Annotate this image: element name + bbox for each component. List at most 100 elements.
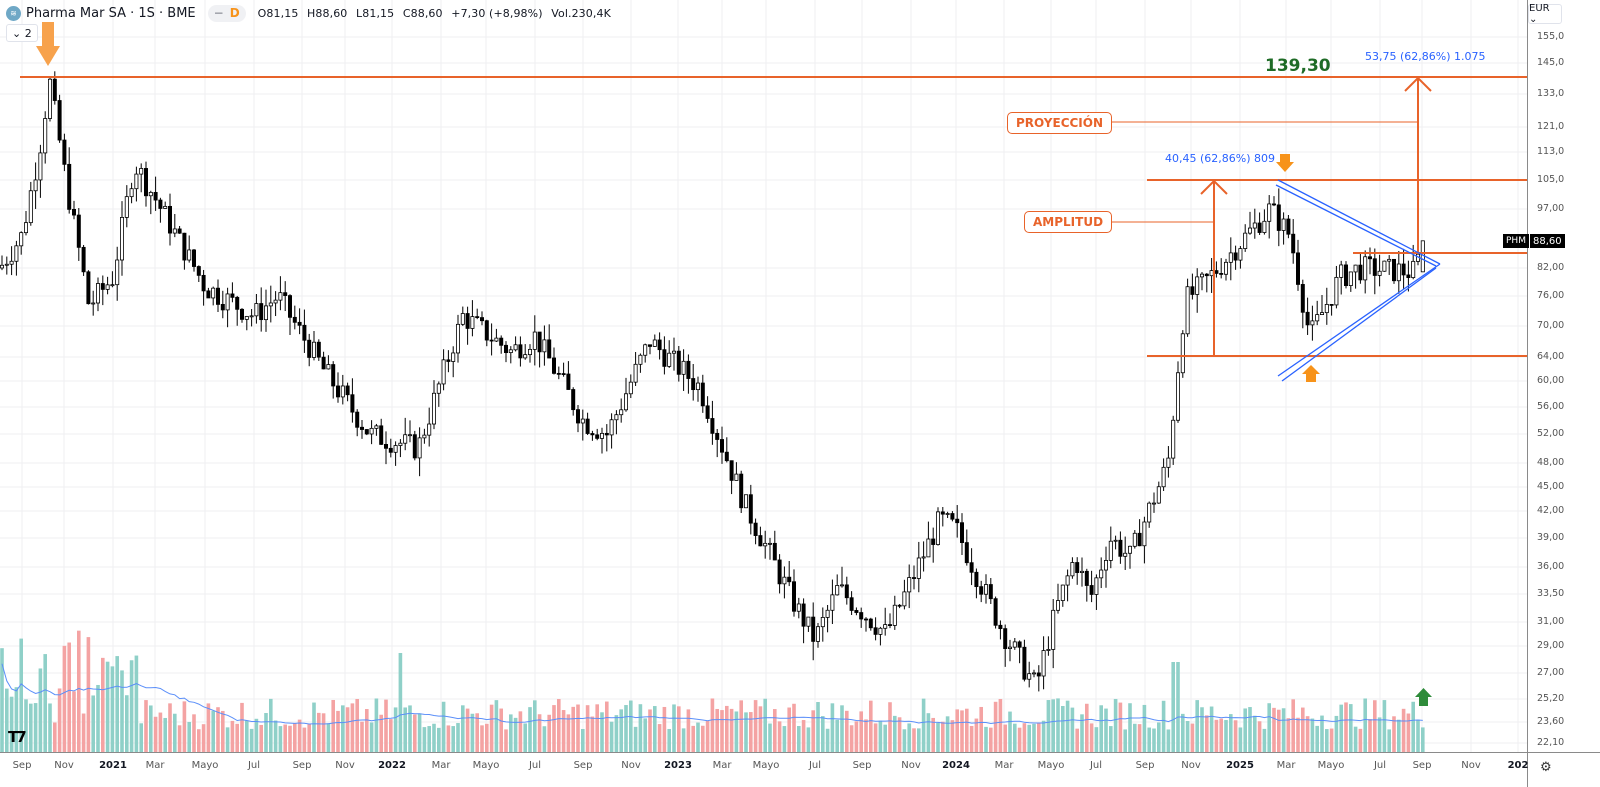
candle-body: [177, 228, 182, 234]
volume-bar: [657, 724, 662, 752]
projection-label[interactable]: PROYECCIÓN: [1007, 112, 1113, 134]
volume-bar: [1358, 728, 1363, 752]
candle-body: [374, 425, 379, 429]
volume-bar: [1185, 721, 1190, 752]
volume-bar: [350, 703, 355, 752]
candle-body: [825, 609, 830, 618]
volume-bar: [710, 698, 715, 752]
candle-body: [91, 302, 96, 305]
candle-body: [1363, 256, 1368, 281]
candle-body: [129, 188, 134, 198]
candle-body: [864, 618, 869, 621]
volume-bar: [206, 703, 211, 752]
indicators-collapse-button[interactable]: ⌄ 2: [6, 24, 38, 42]
volume-bar: [624, 705, 628, 752]
volume-bar: [1094, 727, 1099, 752]
candle-body: [1224, 261, 1229, 275]
volume-bar: [1161, 700, 1166, 752]
candle-body: [796, 603, 801, 612]
symbol-title[interactable]: Pharma Mar SA · 1S · BME: [26, 5, 196, 21]
price-axis-label: 31,00: [1537, 616, 1565, 627]
candle-body: [950, 513, 955, 520]
candle-body: [407, 434, 412, 437]
candle-body: [585, 418, 590, 434]
volume-bar: [1209, 706, 1214, 752]
candle-body: [513, 344, 518, 351]
volume-bar: [609, 721, 614, 752]
candle-body: [105, 284, 110, 290]
candle-body: [225, 293, 230, 311]
volume-bar: [297, 719, 302, 752]
time-axis-label: Mayo: [1317, 760, 1345, 771]
candle-body: [1372, 258, 1377, 276]
price-axis-label: 56,00: [1537, 401, 1565, 412]
volume-bar: [269, 698, 273, 752]
candle-body: [359, 426, 364, 430]
candle-body: [120, 217, 125, 261]
volume-bar: [1233, 720, 1238, 752]
candle-body: [182, 232, 187, 261]
candle-body: [211, 287, 216, 299]
volume-bar: [1257, 721, 1262, 752]
volume-bar: [197, 729, 201, 752]
volume-bar: [139, 723, 143, 752]
time-axis-label: Nov: [1461, 760, 1481, 771]
price-axis-label: 27,00: [1537, 667, 1565, 678]
candle-body: [96, 283, 101, 304]
candle-body: [523, 354, 528, 359]
volume-bar: [1075, 728, 1079, 752]
price-axis-label: 64,00: [1537, 351, 1565, 362]
volume-bar: [264, 713, 268, 752]
target-price-label: 139,30: [1265, 56, 1331, 76]
candle-body: [110, 284, 115, 287]
volume-bar: [993, 701, 998, 752]
candle-body: [940, 511, 945, 515]
volume-bar: [336, 710, 340, 752]
price-axis-label: 25,20: [1537, 693, 1565, 704]
candle-body: [619, 409, 624, 416]
candle-body: [1344, 264, 1349, 286]
candle-body: [1281, 218, 1286, 231]
candle-body: [964, 542, 969, 564]
currency-select[interactable]: EUR ⌄: [1528, 3, 1562, 25]
time-axis-label: 2024: [942, 760, 970, 771]
price-axis-label: 70,00: [1537, 320, 1565, 331]
volume-bar: [1401, 708, 1406, 752]
candle-body: [936, 511, 941, 545]
triangle-lower-2: [1281, 267, 1437, 382]
volume-bar: [96, 684, 100, 752]
volume-bar: [811, 710, 815, 752]
volume-bar: [821, 716, 825, 752]
volume-bar: [1157, 722, 1161, 752]
candle-body: [1070, 562, 1075, 577]
time-axis-label: Nov: [621, 760, 641, 771]
candle-body: [23, 222, 28, 234]
candle-body: [316, 341, 321, 358]
time-axis-label: Sep: [1135, 760, 1155, 771]
volume-bar: [216, 707, 220, 752]
candle-body: [528, 348, 533, 356]
tradingview-logo[interactable]: T7: [8, 728, 27, 746]
candle-body: [220, 303, 225, 311]
time-axis-label: Mar: [712, 760, 732, 771]
volume-bar: [590, 716, 595, 752]
volume-bar: [533, 700, 537, 752]
candle-body: [816, 626, 821, 642]
volume-bar: [1281, 708, 1286, 752]
interval-badge[interactable]: − D: [207, 4, 246, 22]
settings-gear-icon[interactable]: ⚙: [1540, 760, 1552, 775]
breakout-arrow-up-icon: [1415, 688, 1432, 706]
volume-bar: [1013, 723, 1017, 752]
price-axis-label: 105,0: [1537, 174, 1565, 185]
volume-bar: [667, 728, 671, 752]
volume-bar: [1017, 727, 1022, 752]
amplitude-label[interactable]: AMPLITUD: [1024, 211, 1113, 233]
volume-bar: [960, 710, 964, 752]
candle-body: [1161, 466, 1166, 488]
candle-body: [345, 385, 350, 396]
volume-bar: [101, 657, 105, 752]
candle-body: [1171, 419, 1176, 459]
candle-body: [912, 577, 917, 579]
volume-bar: [912, 728, 916, 752]
